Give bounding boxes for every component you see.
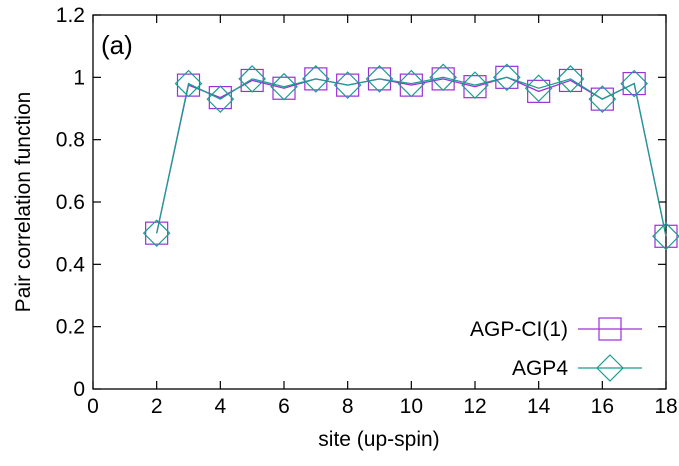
- data-point-diamond: [461, 71, 489, 99]
- series-agp-ci-1: [145, 65, 678, 248]
- data-point-square: [590, 87, 614, 111]
- x-tick-label: 14: [527, 395, 551, 418]
- panel-label: (a): [101, 30, 133, 60]
- legend-label-agp4: AGP4: [512, 357, 568, 380]
- data-point-diamond: [652, 222, 679, 251]
- legend-marker-diamond: [596, 354, 624, 382]
- data-point-diamond: [492, 63, 521, 92]
- data-point-diamond: [206, 85, 235, 113]
- x-tick-label: 18: [654, 395, 677, 418]
- series-line-agp4: [156, 76, 667, 237]
- data-point-diamond: [429, 63, 458, 92]
- data-point-diamond: [588, 85, 617, 113]
- legend: AGP-CI(1) AGP4: [470, 317, 642, 382]
- data-point-diamond: [270, 72, 298, 101]
- x-tick-label: 10: [400, 395, 423, 418]
- y-tick-label: 0.4: [56, 253, 86, 276]
- data-point-diamond: [397, 69, 426, 98]
- legend-label-agp-ci1: AGP-CI(1): [470, 318, 568, 341]
- legend-marker-square: [598, 317, 622, 341]
- series-layer: [142, 63, 679, 251]
- x-tick-label: 12: [463, 395, 486, 418]
- series-agp4: [142, 63, 679, 251]
- x-tick-label: 6: [278, 395, 290, 418]
- y-tick-label: 0: [73, 378, 85, 401]
- data-point-diamond: [238, 65, 267, 93]
- data-point-diamond: [142, 219, 171, 248]
- plot-frame: [92, 14, 667, 390]
- x-tick-label: 16: [591, 395, 614, 418]
- data-point-square: [367, 67, 392, 91]
- data-point-diamond: [365, 65, 394, 93]
- data-point-diamond: [301, 65, 330, 93]
- data-point-square: [654, 224, 678, 248]
- data-point-diamond: [556, 65, 585, 93]
- y-tick-label: 0.2: [56, 316, 85, 339]
- x-axis-label: site (up-spin): [318, 428, 439, 451]
- y-tick-label: 1.2: [56, 4, 85, 27]
- axis-tick-labels: 0 2 4 6 8 10 12 14 16 18 0 0.2 0.4 0.6 0.8 1 1.2: [56, 4, 678, 418]
- data-point-square: [527, 79, 551, 103]
- y-tick-label: 0.8: [56, 129, 85, 152]
- axis-ticks: [92, 14, 667, 390]
- x-tick-label: 2: [151, 395, 163, 418]
- data-point-square: [304, 67, 328, 91]
- data-point-diamond: [333, 71, 362, 99]
- data-point-square: [622, 71, 646, 96]
- data-point-diamond: [620, 69, 649, 98]
- y-tick-label: 1: [73, 66, 85, 89]
- data-point-diamond: [174, 69, 203, 98]
- x-tick-label: 0: [87, 395, 99, 418]
- y-axis-label: Pair correlation function: [12, 92, 35, 313]
- data-point-square: [495, 65, 519, 89]
- x-tick-label: 4: [214, 395, 226, 418]
- y-tick-label: 0.6: [56, 191, 85, 214]
- x-tick-label: 8: [342, 395, 354, 418]
- data-point-square: [145, 221, 169, 245]
- series-line-agp-ci-1: [156, 76, 667, 237]
- data-point-square: [336, 73, 360, 97]
- data-point-diamond: [524, 74, 553, 103]
